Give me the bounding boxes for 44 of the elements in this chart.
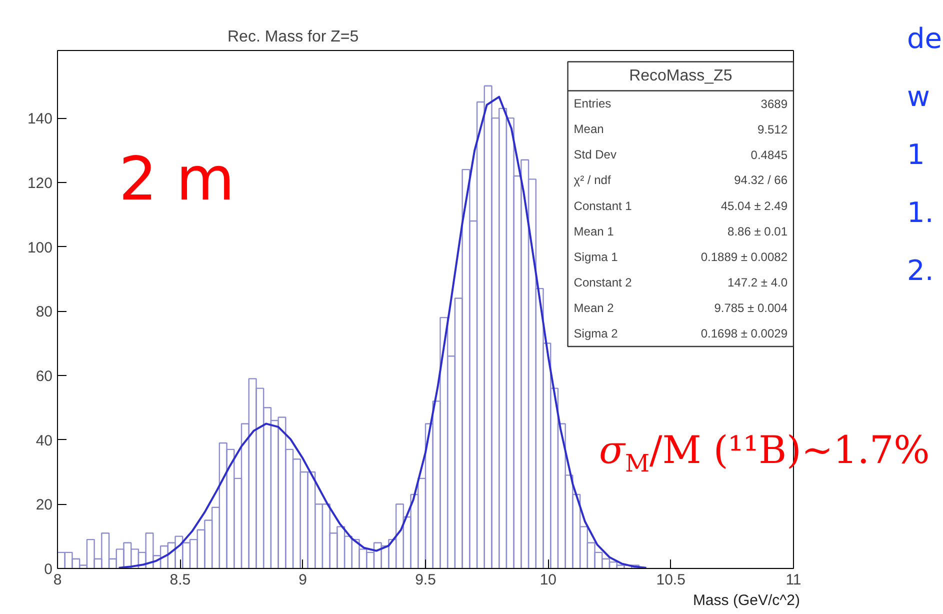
y-tick-label: 20	[36, 496, 53, 514]
annotation: 94.32 / 66	[734, 173, 788, 188]
text: w	[907, 79, 930, 115]
x-axis-title: Mass (GeV/c^2)	[692, 591, 800, 611]
y-tick-label: 120	[27, 174, 53, 192]
y-tick-label: 60	[36, 368, 53, 385]
annotation: 9.785 ± 0.004	[714, 301, 788, 316]
annotation: Constant 2	[574, 276, 632, 290]
y-tick-label: 0	[44, 561, 52, 578]
y-tick-label: 140	[27, 110, 53, 128]
annotation: 147.2 ± 4.0	[728, 276, 788, 290]
annotation: Sigma 2	[574, 326, 618, 341]
annotation: Mean 1	[574, 224, 614, 238]
y-tick-label: 80	[36, 304, 53, 321]
annotation: χ² / ndf	[574, 173, 612, 188]
text: 1.	[907, 195, 934, 231]
annotation: RecoMass_Z5	[629, 68, 732, 85]
annotation: 8.86 ± 0.01	[728, 224, 788, 238]
annotation: Constant 1	[574, 198, 632, 213]
x-tick-label: 8	[53, 572, 62, 588]
text: 2.	[907, 253, 934, 289]
annotation: Sigma 1	[574, 250, 618, 264]
annotation: 3689	[760, 97, 788, 112]
annotation: 45.04 ± 2.49	[720, 198, 788, 213]
x-tick-label: 9	[298, 572, 308, 588]
annotation: 9.512	[757, 122, 788, 137]
x-tick-label: 10	[540, 572, 557, 588]
annotation: Mean 2	[574, 301, 614, 316]
text: 1	[907, 137, 925, 173]
annotation: Std Dev	[574, 148, 616, 162]
x-tick-label: 9.5	[415, 572, 436, 588]
text: de	[907, 21, 942, 57]
annotation: 0.4845	[750, 148, 788, 162]
annotation: 0.1889 ± 0.0082	[700, 250, 788, 264]
annotation: Mean	[574, 122, 604, 136]
annotation: 0.1698 ± 0.0029	[700, 326, 788, 341]
y-tick-label: 100	[27, 239, 53, 256]
y-tick-label: 40	[36, 432, 53, 450]
chart-title: Rec. Mass for Z=5	[228, 28, 359, 46]
x-tick-label: 10.5	[656, 572, 686, 588]
x-tick-label: 8.5	[170, 572, 191, 588]
x-tick-label: 11	[786, 572, 802, 588]
annotation: Entries	[574, 96, 612, 111]
annotation: 2 m	[118, 144, 235, 215]
